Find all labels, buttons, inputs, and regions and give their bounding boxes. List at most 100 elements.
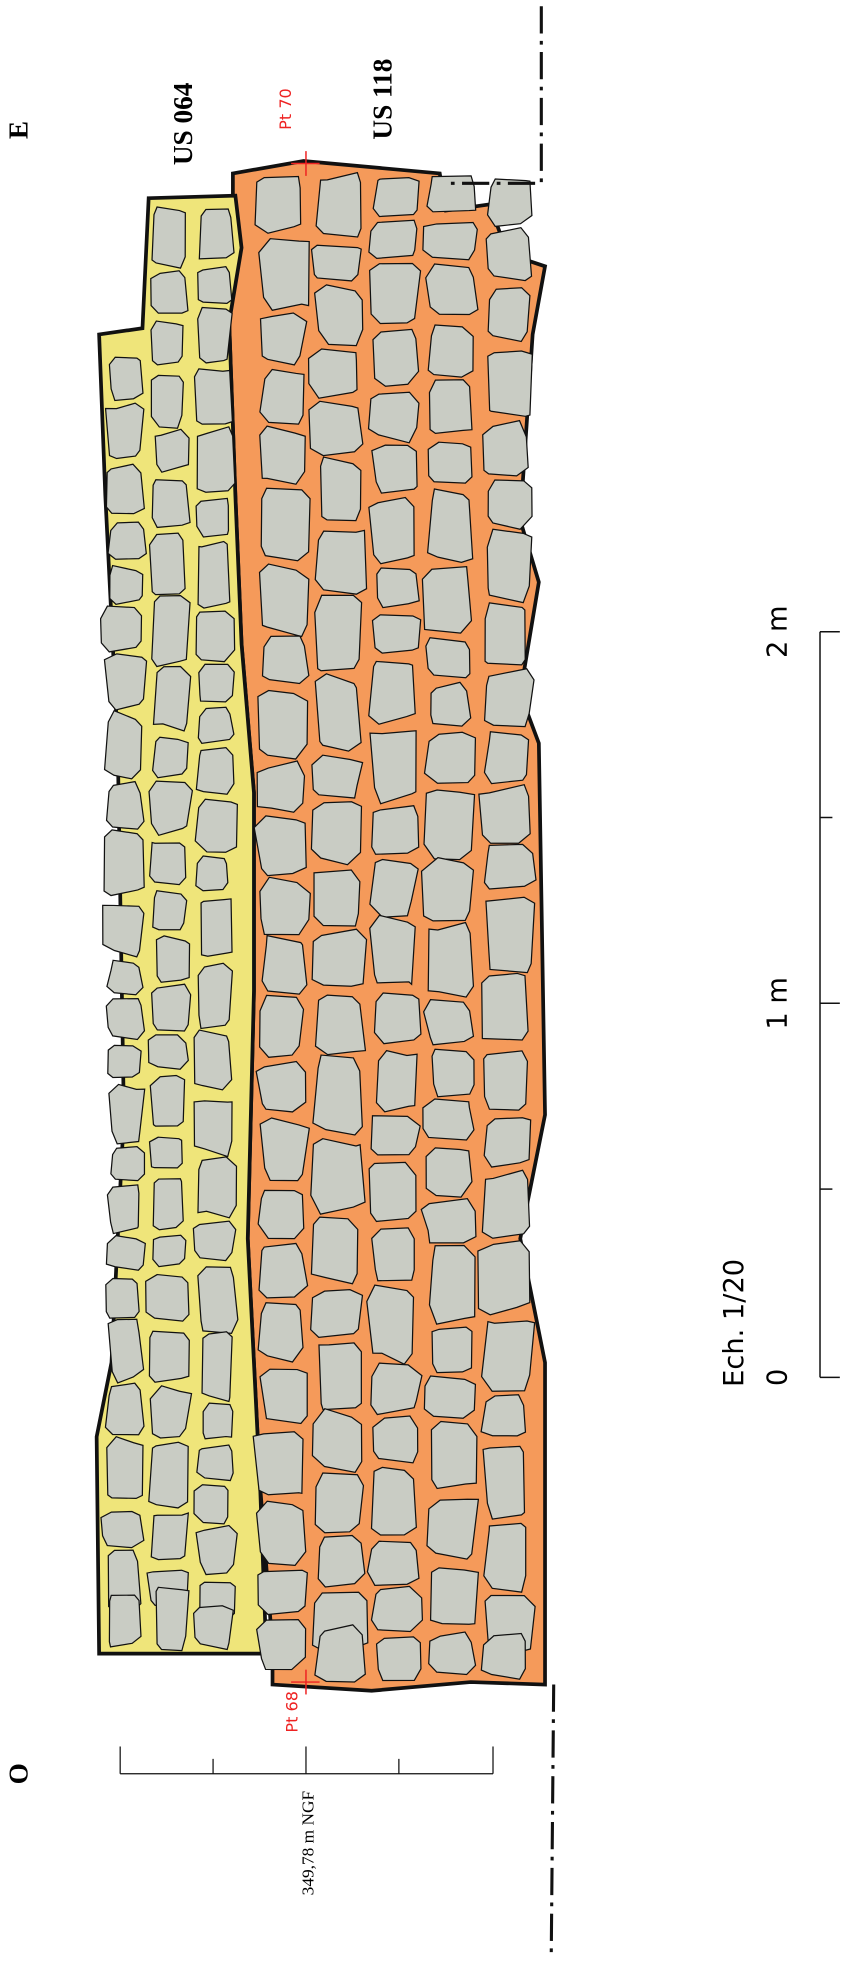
stone (108, 356, 144, 402)
stone (257, 1569, 308, 1616)
stone (366, 1540, 420, 1586)
stone (480, 1632, 526, 1680)
stone (369, 858, 419, 918)
stone (487, 287, 531, 343)
stone (369, 730, 417, 805)
stone (308, 400, 364, 457)
stone (197, 540, 231, 609)
stone (314, 529, 368, 595)
east-label: E (3, 121, 33, 139)
stone (154, 428, 190, 473)
stone (430, 1420, 478, 1490)
stone (197, 962, 234, 1030)
stone (196, 426, 236, 493)
stone (149, 841, 187, 886)
stone (197, 1266, 239, 1335)
stone (105, 780, 145, 830)
stone (259, 876, 311, 936)
stone (148, 532, 186, 596)
stone (196, 1444, 234, 1482)
stone (105, 1277, 140, 1319)
stone (257, 1189, 305, 1240)
stone (428, 1244, 476, 1325)
stone (148, 1330, 190, 1383)
stone (150, 270, 189, 314)
stone (151, 736, 189, 779)
stone (313, 869, 361, 927)
stone (149, 1074, 186, 1127)
stone (423, 731, 477, 784)
stone (486, 528, 533, 604)
stone (259, 1117, 311, 1182)
stone (484, 602, 526, 666)
stone (106, 1184, 140, 1235)
stone (310, 244, 362, 282)
stone (483, 843, 537, 890)
stone (423, 789, 476, 861)
stones (99, 171, 537, 1683)
stone (423, 1375, 477, 1419)
stone (100, 1510, 145, 1549)
stone (477, 1240, 531, 1316)
stone (427, 441, 473, 484)
stone (107, 521, 147, 560)
stone (313, 284, 364, 347)
stone (257, 1302, 304, 1363)
stone (366, 1284, 415, 1366)
stone (151, 479, 191, 529)
stone (106, 1435, 144, 1500)
stone (310, 1216, 359, 1285)
stone (150, 374, 184, 429)
stone (103, 829, 145, 897)
stone (192, 1220, 237, 1262)
stone (420, 856, 475, 922)
limit-line (445, 6, 543, 185)
stone (151, 983, 192, 1032)
stone (194, 798, 238, 853)
stone (317, 1534, 366, 1588)
stone (422, 998, 475, 1046)
stone (480, 1320, 536, 1392)
stone (310, 1138, 366, 1215)
stone (481, 1169, 531, 1239)
stone (259, 368, 305, 425)
stone (420, 1197, 477, 1244)
stone (487, 479, 533, 530)
stone (108, 1083, 146, 1145)
stone (307, 348, 358, 399)
stone (259, 994, 305, 1058)
stone (195, 610, 236, 663)
stone (370, 1466, 417, 1536)
stone (426, 1498, 480, 1560)
stone (152, 1178, 184, 1231)
stone (310, 1289, 364, 1339)
stone (155, 935, 191, 983)
stone (311, 754, 364, 799)
stone (483, 1050, 529, 1111)
stone (369, 262, 422, 325)
stone (311, 928, 368, 987)
stone (152, 665, 192, 732)
stone (426, 175, 477, 213)
stone (483, 1117, 532, 1168)
stone (483, 1522, 527, 1593)
stone (427, 324, 474, 378)
stone (431, 1326, 473, 1374)
stone (310, 801, 363, 866)
stone (198, 663, 235, 703)
stone (368, 496, 415, 565)
stone (252, 1431, 304, 1496)
stone (192, 1605, 234, 1651)
stone (431, 1048, 475, 1098)
stone (311, 1407, 363, 1474)
stone (258, 238, 310, 311)
stone (482, 419, 529, 477)
stone (314, 1624, 366, 1683)
stone (373, 992, 422, 1045)
scale-label: 2 m (763, 605, 794, 658)
stone (259, 1368, 308, 1425)
stone (260, 487, 311, 562)
stone (259, 312, 308, 366)
scale-title: Ech. 1/20 (719, 1259, 750, 1387)
